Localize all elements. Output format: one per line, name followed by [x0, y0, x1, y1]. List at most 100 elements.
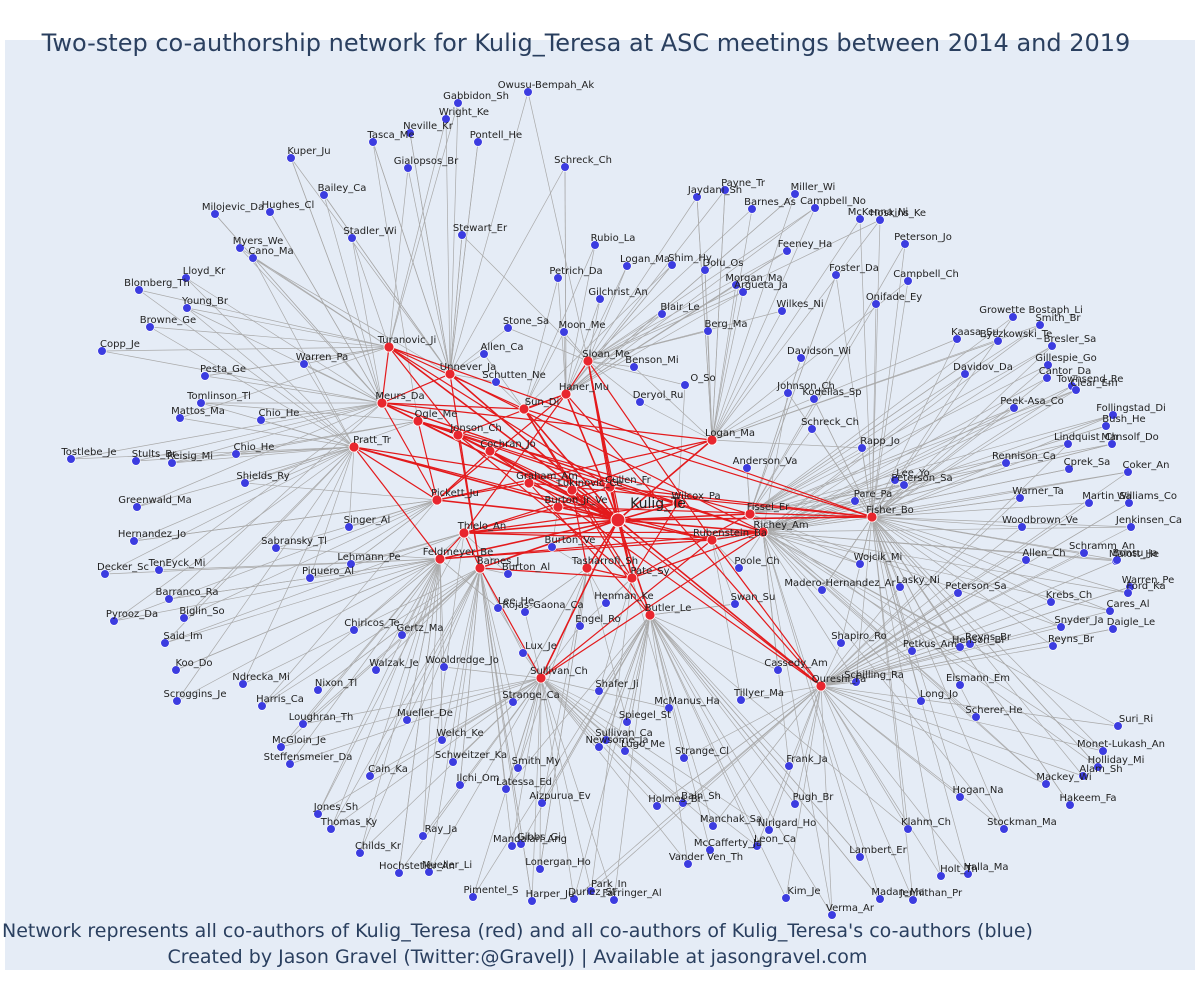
coauthor-node[interactable] — [1079, 548, 1089, 558]
coauthor-node[interactable] — [397, 630, 407, 640]
coauthor-node[interactable] — [298, 719, 308, 729]
coauthor-node[interactable] — [167, 458, 177, 468]
coauthor-node[interactable] — [271, 543, 281, 553]
coauthor-node[interactable] — [527, 896, 537, 906]
direct-coauthor-node[interactable] — [560, 388, 572, 400]
coauthor-node[interactable] — [1048, 641, 1058, 651]
direct-coauthor-node[interactable] — [458, 527, 470, 539]
coauthor-node[interactable] — [365, 771, 375, 781]
coauthor-node[interactable] — [1042, 373, 1052, 383]
coauthor-node[interactable] — [547, 542, 557, 552]
coauthor-node[interactable] — [439, 662, 449, 672]
coauthor-node[interactable] — [171, 665, 181, 675]
coauthor-node[interactable] — [235, 243, 245, 253]
coauthor-node[interactable] — [1021, 555, 1031, 565]
coauthor-node[interactable] — [652, 801, 662, 811]
focal-author-node[interactable] — [610, 512, 626, 528]
direct-coauthor-node[interactable] — [581, 562, 593, 574]
coauthor-node[interactable] — [553, 273, 563, 283]
coauthor-node[interactable] — [491, 377, 501, 387]
coauthor-node[interactable] — [1093, 762, 1103, 772]
direct-coauthor-node[interactable] — [566, 484, 578, 496]
coauthor-node[interactable] — [441, 114, 451, 124]
coauthor-node[interactable] — [657, 309, 667, 319]
coauthor-node[interactable] — [952, 334, 962, 344]
direct-coauthor-node[interactable] — [383, 341, 395, 353]
coauthor-node[interactable] — [1046, 597, 1056, 607]
coauthor-node[interactable] — [276, 742, 286, 752]
coauthor-node[interactable] — [810, 203, 820, 213]
coauthor-node[interactable] — [742, 463, 752, 473]
coauthor-node[interactable] — [160, 638, 170, 648]
coauthor-node[interactable] — [535, 864, 545, 874]
coauthor-node[interactable] — [890, 475, 900, 485]
coauthor-node[interactable] — [569, 894, 579, 904]
coauthor-node[interactable] — [678, 798, 688, 808]
coauthor-node[interactable] — [1056, 622, 1066, 632]
direct-coauthor-node[interactable] — [535, 672, 547, 684]
coauthor-node[interactable] — [1105, 606, 1115, 616]
coauthor-node[interactable] — [899, 480, 909, 490]
coauthor-node[interactable] — [807, 424, 817, 434]
direct-coauthor-node[interactable] — [376, 397, 388, 409]
coauthor-node[interactable] — [773, 665, 783, 675]
coauthor-node[interactable] — [371, 665, 381, 675]
coauthor-node[interactable] — [265, 207, 275, 217]
coauthor-node[interactable] — [855, 559, 865, 569]
coauthor-node[interactable] — [747, 204, 757, 214]
coauthor-node[interactable] — [851, 677, 861, 687]
coauthor-node[interactable] — [708, 821, 718, 831]
coauthor-node[interactable] — [368, 137, 378, 147]
coauthor-node[interactable] — [875, 215, 885, 225]
coauthor-node[interactable] — [594, 742, 604, 752]
coauthor-node[interactable] — [1084, 498, 1094, 508]
coauthor-node[interactable] — [182, 303, 192, 313]
coauthor-node[interactable] — [963, 869, 973, 879]
coauthor-node[interactable] — [903, 276, 913, 286]
coauthor-node[interactable] — [782, 246, 792, 256]
coauthor-node[interactable] — [559, 327, 569, 337]
coauthor-node[interactable] — [790, 189, 800, 199]
coauthor-node[interactable] — [667, 260, 677, 270]
coauthor-node[interactable] — [590, 240, 600, 250]
coauthor-node[interactable] — [1123, 467, 1133, 477]
coauthor-node[interactable] — [871, 299, 881, 309]
coauthor-node[interactable] — [781, 893, 791, 903]
coauthor-node[interactable] — [777, 306, 787, 316]
direct-coauthor-node[interactable] — [582, 355, 594, 367]
coauthor-node[interactable] — [520, 607, 530, 617]
coauthor-node[interactable] — [908, 895, 918, 905]
coauthor-node[interactable] — [586, 886, 596, 896]
coauthor-node[interactable] — [622, 717, 632, 727]
coauthor-node[interactable] — [1098, 746, 1108, 756]
coauthor-node[interactable] — [238, 679, 248, 689]
coauthor-node[interactable] — [1078, 771, 1088, 781]
coauthor-node[interactable] — [609, 895, 619, 905]
direct-coauthor-node[interactable] — [434, 553, 446, 565]
coauthor-node[interactable] — [1065, 800, 1075, 810]
coauthor-node[interactable] — [240, 478, 250, 488]
coauthor-node[interactable] — [181, 273, 191, 283]
coauthor-node[interactable] — [403, 163, 413, 173]
coauthor-node[interactable] — [132, 502, 142, 512]
coauthor-node[interactable] — [493, 603, 503, 613]
coauthor-node[interactable] — [457, 230, 467, 240]
coauthor-node[interactable] — [730, 599, 740, 609]
coauthor-node[interactable] — [134, 285, 144, 295]
direct-coauthor-node[interactable] — [604, 481, 616, 493]
coauthor-node[interactable] — [523, 87, 533, 97]
coauthor-node[interactable] — [936, 871, 946, 881]
coauthor-node[interactable] — [1113, 721, 1123, 731]
coauthor-node[interactable] — [1041, 779, 1051, 789]
direct-coauthor-node[interactable] — [348, 441, 360, 453]
coauthor-node[interactable] — [518, 648, 528, 658]
coauthor-node[interactable] — [560, 162, 570, 172]
coauthor-node[interactable] — [299, 359, 309, 369]
coauthor-node[interactable] — [349, 625, 359, 635]
direct-coauthor-node[interactable] — [744, 508, 756, 520]
coauthor-node[interactable] — [405, 128, 415, 138]
direct-coauthor-node[interactable] — [412, 415, 424, 427]
coauthor-node[interactable] — [895, 582, 905, 592]
coauthor-node[interactable] — [1108, 410, 1118, 420]
coauthor-node[interactable] — [479, 349, 489, 359]
